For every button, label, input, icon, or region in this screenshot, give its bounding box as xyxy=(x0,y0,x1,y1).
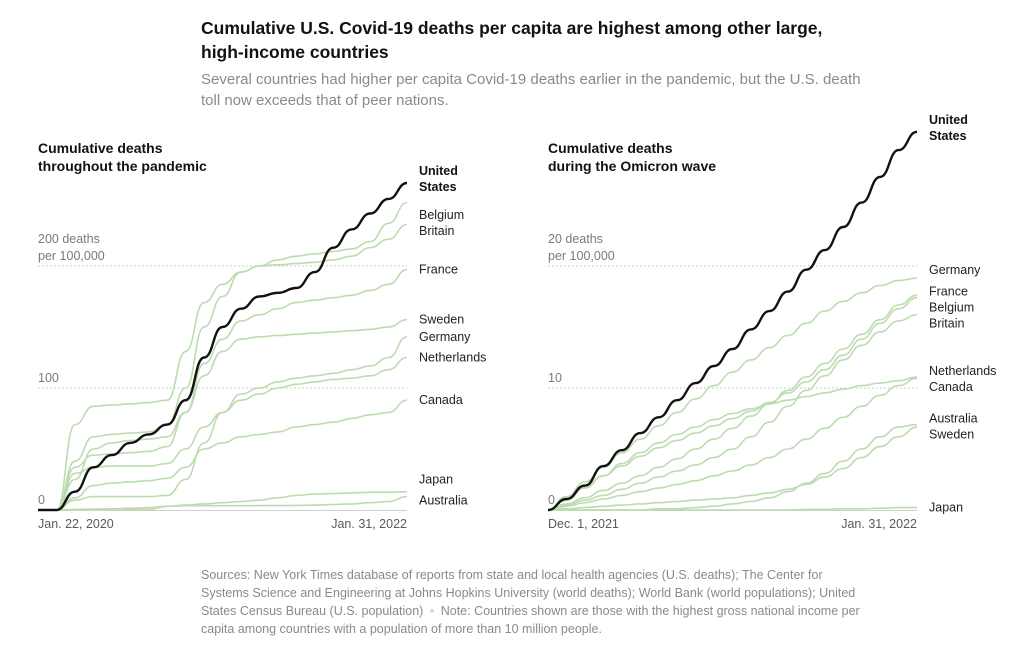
note-text: Note: Countries shown are those with the… xyxy=(201,604,860,636)
series-label-united-states: United xyxy=(929,113,968,127)
series-line-canada xyxy=(547,377,918,511)
y-tick-label: 200 deaths xyxy=(38,232,100,246)
series-label-australia: Australia xyxy=(929,412,978,426)
series-line-canada xyxy=(38,399,408,511)
series-line-sweden xyxy=(547,426,918,511)
series-label-britain: Britain xyxy=(929,316,964,330)
y-tick-label: 0 xyxy=(548,493,555,507)
source-note: Sources: New York Times database of repo… xyxy=(201,566,861,638)
x-start-label: Dec. 1, 2021 xyxy=(548,517,619,531)
series-line-belgium xyxy=(38,201,408,511)
panel-title: Cumulative deaths xyxy=(38,140,163,156)
panel-title: throughout the pandemic xyxy=(38,158,207,174)
series-label-netherlands: Netherlands xyxy=(419,351,486,365)
panel-title: during the Omicron wave xyxy=(548,158,716,174)
series-line-australia xyxy=(548,423,918,511)
chart-title: Cumulative U.S. Covid-19 deaths per capi… xyxy=(201,18,823,62)
series-label-germany: Germany xyxy=(929,263,981,277)
series-label-belgium: Belgium xyxy=(419,208,464,222)
series-label-sweden: Sweden xyxy=(419,313,464,327)
chart-panel-1: Cumulative deaths throughout the pandemic… xyxy=(38,140,486,531)
x-end-label: Jan. 31, 2022 xyxy=(841,517,917,531)
sources-text: Sources: New York Times database of repo… xyxy=(201,568,856,618)
y-tick-label: 0 xyxy=(38,493,45,507)
series-label-canada: Canada xyxy=(419,393,463,407)
x-end-label: Jan. 31, 2022 xyxy=(331,517,407,531)
y-tick-label: 20 deaths xyxy=(548,232,603,246)
series-line-netherlands xyxy=(38,356,408,511)
series-label-france: France xyxy=(419,263,458,277)
series-line-united-states xyxy=(547,130,918,512)
series-line-germany xyxy=(38,336,408,511)
separator-dot: • xyxy=(429,604,435,618)
series-label-japan: Japan xyxy=(929,501,963,515)
series-line-japan xyxy=(38,490,408,511)
series-line-belgium xyxy=(547,296,918,511)
y-tick-label: 100 xyxy=(38,371,59,385)
x-start-label: Jan. 22, 2020 xyxy=(38,517,114,531)
series-line-sweden xyxy=(38,318,408,511)
chart-subtitle: Several countries had higher per capita … xyxy=(201,71,861,109)
y-tick-label: 10 xyxy=(548,371,562,385)
series-label-germany: Germany xyxy=(419,330,471,344)
series-label-australia: Australia xyxy=(419,494,468,508)
series-line-britain xyxy=(547,314,918,511)
panel-title: Cumulative deaths xyxy=(548,140,673,156)
series-label-united-states: United xyxy=(419,164,458,178)
series-label-united-states: States xyxy=(929,129,967,143)
series-line-britain xyxy=(38,223,408,511)
series-line-united-states xyxy=(38,181,408,512)
series-line-france xyxy=(547,294,918,511)
series-line-australia xyxy=(38,495,408,511)
series-label-united-states: States xyxy=(419,180,457,194)
series-label-netherlands: Netherlands xyxy=(929,364,996,378)
series-label-japan: Japan xyxy=(419,473,453,487)
chart-panel-2: Cumulative deaths during the Omicron wave… xyxy=(547,113,996,531)
y-tick-label: per 100,000 xyxy=(38,249,105,263)
series-label-canada: Canada xyxy=(929,380,973,394)
series-label-britain: Britain xyxy=(419,224,454,238)
series-line-france xyxy=(38,268,408,511)
series-label-france: France xyxy=(929,284,968,298)
series-label-belgium: Belgium xyxy=(929,300,974,314)
y-tick-label: per 100,000 xyxy=(548,249,615,263)
series-label-sweden: Sweden xyxy=(929,428,974,442)
